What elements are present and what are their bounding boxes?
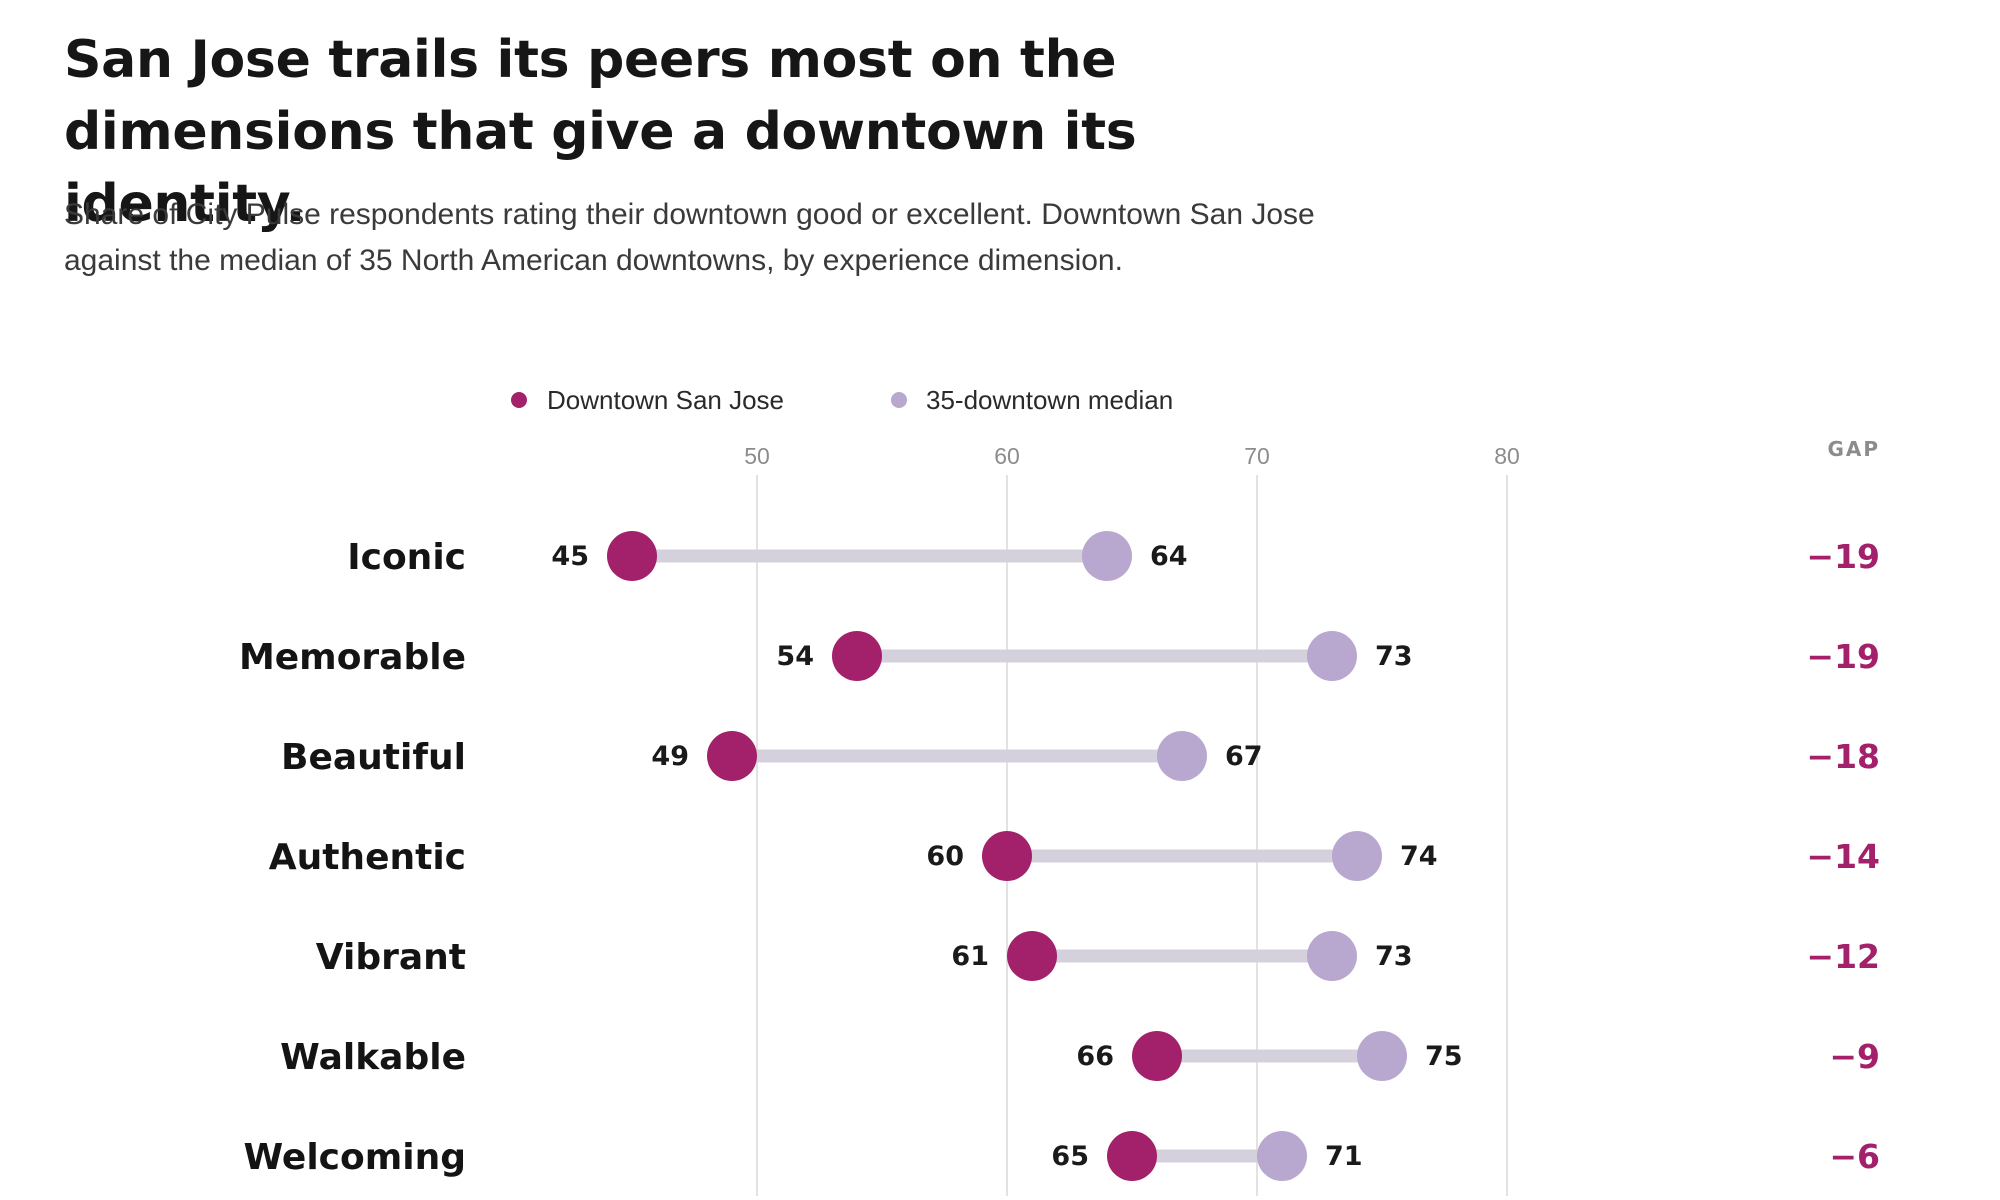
san-jose-value-label: 61: [951, 941, 989, 972]
median-value-label: 64: [1150, 541, 1188, 572]
category-label: Welcoming: [243, 1137, 466, 1178]
san-jose-dot: [1007, 931, 1057, 981]
category-label: Walkable: [280, 1037, 466, 1078]
legend-san-jose: Downtown San Jose: [511, 385, 784, 415]
legend-san-jose-swatch: [511, 392, 527, 408]
median-value-label: 75: [1425, 1041, 1463, 1072]
chart-title: San Jose trails its peers most on the di…: [64, 30, 1137, 234]
legend-median-swatch: [891, 392, 907, 408]
median-value-label: 74: [1400, 841, 1438, 872]
san-jose-value-label: 45: [551, 541, 589, 572]
row-vibrant: Vibrant 61 73 −12: [316, 931, 1880, 981]
gap-value: −19: [1806, 537, 1880, 576]
san-jose-dot: [982, 831, 1032, 881]
gap-value: −14: [1806, 837, 1880, 876]
category-label: Vibrant: [316, 937, 466, 978]
san-jose-value-label: 54: [776, 641, 814, 672]
legend-median-label: 35-downtown median: [926, 385, 1173, 415]
median-value-label: 73: [1375, 941, 1413, 972]
median-dot: [1357, 1031, 1407, 1081]
category-label: Beautiful: [281, 737, 466, 778]
median-dot: [1332, 831, 1382, 881]
legend-san-jose-label: Downtown San Jose: [547, 385, 784, 415]
median-value-label: 71: [1325, 1141, 1363, 1172]
x-tick-label: 60: [994, 443, 1020, 469]
gap-value: −6: [1829, 1137, 1880, 1176]
row-walkable: Walkable 66 75 −9: [280, 1031, 1880, 1081]
legend-median: 35-downtown median: [891, 385, 1173, 415]
median-dot: [1157, 731, 1207, 781]
x-tick-label: 70: [1244, 443, 1270, 469]
gap-value: −9: [1829, 1037, 1880, 1076]
median-value-label: 73: [1375, 641, 1413, 672]
san-jose-dot: [1107, 1131, 1157, 1181]
row-iconic: Iconic 45 64 −19: [347, 531, 1880, 581]
san-jose-value-label: 49: [651, 741, 689, 772]
row-welcoming: Welcoming 65 71 −6: [243, 1131, 1880, 1181]
row-beautiful: Beautiful 49 67 −18: [281, 731, 1880, 781]
category-label: Memorable: [239, 637, 466, 678]
x-tick-label: 80: [1494, 443, 1520, 469]
row-memorable: Memorable 54 73 −19: [239, 631, 1880, 681]
category-label: Authentic: [269, 837, 466, 878]
chart-subtitle: Share of City Pulse respondents rating t…: [64, 198, 1315, 277]
gap-value: −12: [1806, 937, 1880, 976]
san-jose-dot: [832, 631, 882, 681]
median-dot: [1257, 1131, 1307, 1181]
san-jose-value-label: 66: [1076, 1041, 1114, 1072]
row-authentic: Authentic 60 74 −14: [269, 831, 1880, 881]
median-dot: [1307, 631, 1357, 681]
category-label: Iconic: [347, 537, 466, 578]
median-value-label: 67: [1225, 741, 1263, 772]
gap-value: −18: [1806, 737, 1880, 776]
median-dot: [1082, 531, 1132, 581]
chart-rows: Iconic 45 64 −19 Memorable 54 73 −19 Beautiful 49…: [239, 531, 1880, 1181]
gap-column-header: GAP: [1827, 437, 1880, 461]
legend: Downtown San Jose 35-downtown median: [511, 385, 1173, 415]
san-jose-value-label: 65: [1051, 1141, 1089, 1172]
gridlines: [756, 475, 1508, 1196]
median-dot: [1307, 931, 1357, 981]
x-axis-ticks: 50 60 70 80 GAP: [744, 437, 1880, 469]
gap-value: −19: [1806, 637, 1880, 676]
san-jose-dot: [1132, 1031, 1182, 1081]
x-tick-label: 50: [744, 443, 770, 469]
san-jose-value-label: 60: [926, 841, 964, 872]
san-jose-dot: [607, 531, 657, 581]
san-jose-dot: [707, 731, 757, 781]
